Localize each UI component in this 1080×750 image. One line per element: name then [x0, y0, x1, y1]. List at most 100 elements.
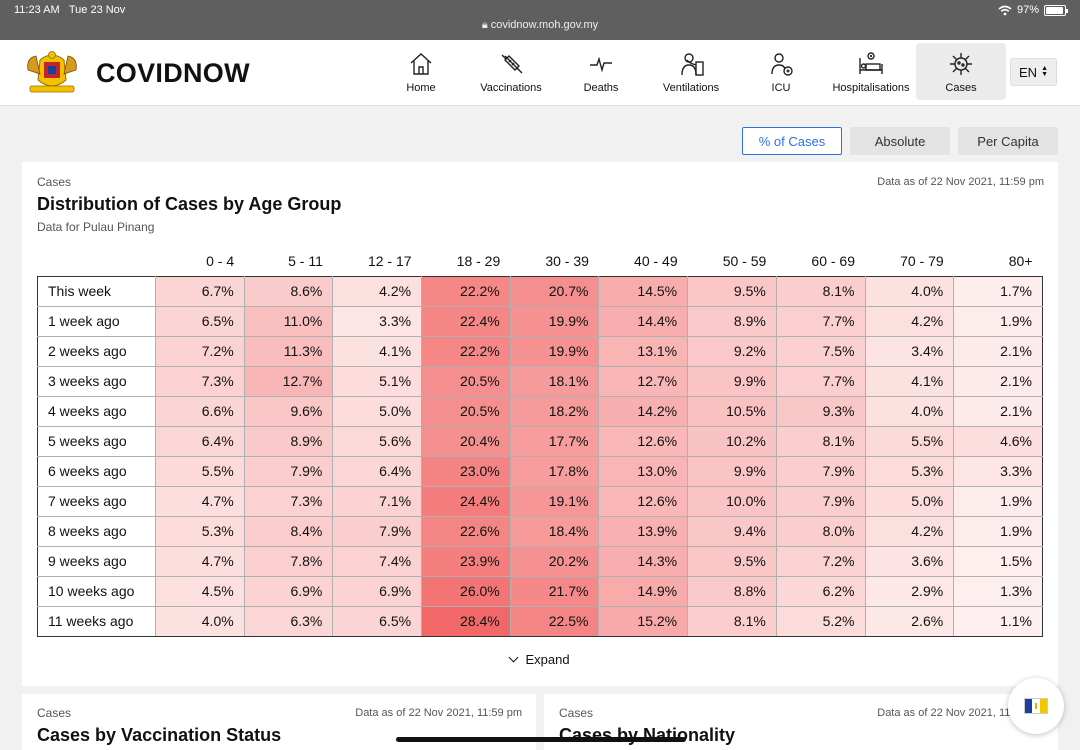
heatmap-cell: 5.1%	[332, 365, 423, 397]
row-label: 4 weeks ago	[37, 395, 156, 427]
heatmap-cell: 9.5%	[687, 545, 777, 577]
heatmap-row: 3 weeks ago 7.3% 12.7% 5.1% 20.5% 18.1% 12.7% 9…	[37, 365, 1043, 397]
heatmap-cell: 8.1%	[687, 605, 777, 637]
language-value: EN	[1019, 64, 1038, 80]
heatmap-cell: 20.5%	[421, 395, 511, 427]
age-column-header: 60 - 69	[811, 252, 855, 269]
heatmap-body: This week 6.7% 8.6% 4.2% 22.2% 20.7% 14.5% 9.5%…	[37, 275, 1043, 637]
heatmap-cell: 13.0%	[598, 455, 689, 487]
nav-icu-label: ICU	[771, 82, 791, 94]
expand-label: Expand	[525, 652, 570, 667]
heatmap-cell: 13.1%	[598, 335, 689, 367]
toggle-percent-of-cases[interactable]: % of Cases	[742, 127, 842, 155]
heatmap-cell: 24.4%	[421, 485, 511, 517]
row-label: 10 weeks ago	[37, 575, 156, 607]
heatmap-cell: 1.5%	[953, 545, 1043, 577]
heatmap-cell: 6.5%	[332, 605, 423, 637]
pulse-icon	[590, 56, 612, 73]
heatmap-cell: 10.0%	[687, 485, 777, 517]
heatmap-cell: 6.4%	[332, 455, 423, 487]
heatmap-cell: 4.6%	[953, 425, 1043, 457]
heatmap-cell: 9.9%	[687, 455, 777, 487]
nav-cases-label: Cases	[945, 82, 977, 94]
heatmap-cell: 4.2%	[332, 275, 423, 307]
main-nav: Home Vaccinations Deaths Ventilations IC…	[376, 43, 1006, 100]
nav-vaccinations-label: Vaccinations	[480, 82, 542, 94]
hospital-bed-icon	[859, 52, 883, 74]
heatmap-cell: 7.4%	[332, 545, 423, 577]
status-time: 11:23 AM Tue 23 Nov	[14, 4, 125, 16]
heatmap-cell: 18.2%	[509, 395, 600, 427]
row-label: 7 weeks ago	[37, 485, 156, 517]
nav-vaccinations[interactable]: Vaccinations	[466, 43, 556, 100]
row-label-header	[38, 246, 156, 276]
heatmap-cell: 1.9%	[953, 305, 1043, 337]
home-icon	[410, 53, 432, 75]
heatmap-cell: 4.2%	[864, 515, 955, 547]
heatmap-cell: 8.1%	[775, 275, 866, 307]
vaccination-card-as-of: Data as of 22 Nov 2021, 11:59 pm	[355, 707, 522, 719]
language-select[interactable]: EN ▲ ▼	[1010, 58, 1057, 86]
age-heatmap-table: 0 - 4 5 - 11 12 - 17 18 - 29 30 - 39 40 - 49 5…	[37, 246, 1043, 637]
card-kicker: Cases	[37, 175, 72, 189]
heatmap-row: 8 weeks ago 5.3% 8.4% 7.9% 22.6% 18.4% 13.9% 9.…	[37, 515, 1043, 547]
heatmap-cell: 20.5%	[421, 365, 511, 397]
toggle-absolute[interactable]: Absolute	[850, 127, 950, 155]
heatmap-cell: 12.6%	[598, 485, 689, 517]
heatmap-cell: 9.4%	[687, 515, 777, 547]
home-indicator[interactable]	[396, 737, 686, 742]
nav-icu[interactable]: ICU	[736, 43, 826, 100]
row-label: 6 weeks ago	[37, 455, 156, 487]
nav-cases[interactable]: Cases	[916, 43, 1006, 100]
heatmap-cell: 3.6%	[864, 545, 955, 577]
heatmap-cell: 14.5%	[598, 275, 689, 307]
heatmap-cell: 7.9%	[775, 485, 866, 517]
heatmap-cell: 10.5%	[687, 395, 777, 427]
card-title: Distribution of Cases by Age Group	[37, 194, 342, 214]
address-bar[interactable]: 🔒︎ covidnow.moh.gov.my	[0, 19, 1080, 32]
heatmap-cell: 14.3%	[598, 545, 689, 577]
heatmap-cell: 23.9%	[421, 545, 511, 577]
heatmap-row: 6 weeks ago 5.5% 7.9% 6.4% 23.0% 17.8% 13.0% 9.…	[37, 455, 1043, 487]
nav-home-label: Home	[406, 82, 436, 94]
ventilator-icon	[681, 53, 704, 76]
status-indicators: 97%	[998, 4, 1068, 16]
heatmap-cell: 6.7%	[155, 275, 245, 307]
heatmap-cell: 1.1%	[953, 605, 1043, 637]
nav-home[interactable]: Home	[376, 43, 466, 100]
heatmap-cell: 11.0%	[243, 305, 334, 337]
age-column-header: 40 - 49	[634, 252, 678, 269]
nav-deaths[interactable]: Deaths	[556, 43, 646, 100]
heatmap-row: 1 week ago 6.5% 11.0% 3.3% 22.4% 19.9% 14.4% 8.…	[37, 305, 1043, 337]
heatmap-cell: 5.2%	[775, 605, 866, 637]
penang-flag-icon	[1024, 698, 1048, 714]
nav-hospitalisations[interactable]: Hospitalisations	[826, 43, 916, 100]
heatmap-cell: 7.9%	[243, 455, 334, 487]
heatmap-cell: 6.9%	[243, 575, 334, 607]
heatmap-cell: 2.1%	[953, 395, 1043, 427]
state-selector-button[interactable]	[1008, 678, 1064, 734]
toggle-per-capita[interactable]: Per Capita	[958, 127, 1058, 155]
coat-of-arms-logo[interactable]	[22, 50, 82, 96]
heatmap-cell: 4.0%	[864, 275, 955, 307]
age-column-header: 30 - 39	[545, 252, 589, 269]
nationality-card-as-of: Data as of 22 Nov 2021, 11:59 pm	[877, 707, 1044, 719]
heatmap-cell: 8.6%	[243, 275, 334, 307]
heatmap-row: 11 weeks ago 4.0% 6.3% 6.5% 28.4% 22.5% 15.2% 8…	[37, 605, 1043, 637]
heatmap-cell: 2.1%	[953, 365, 1043, 397]
heatmap-cell: 4.0%	[155, 605, 245, 637]
heatmap-cell: 4.1%	[332, 335, 423, 367]
heatmap-cell: 14.2%	[598, 395, 689, 427]
nav-ventilations[interactable]: Ventilations	[646, 43, 736, 100]
heatmap-cell: 3.3%	[332, 305, 423, 337]
heatmap-cell: 7.7%	[775, 305, 866, 337]
heatmap-cell: 15.2%	[598, 605, 689, 637]
card-subtitle: Data for Pulau Pinang	[37, 220, 155, 234]
heatmap-cell: 1.9%	[953, 515, 1043, 547]
heatmap-row: This week 6.7% 8.6% 4.2% 22.2% 20.7% 14.5% 9.5%…	[37, 275, 1043, 307]
expand-button[interactable]: Expand	[22, 652, 1058, 667]
nationality-card-title: Cases by Nationality	[559, 725, 736, 745]
heatmap-cell: 9.3%	[775, 395, 866, 427]
heatmap-cell: 6.5%	[155, 305, 245, 337]
brand-title[interactable]: COVIDNOW	[96, 58, 250, 88]
